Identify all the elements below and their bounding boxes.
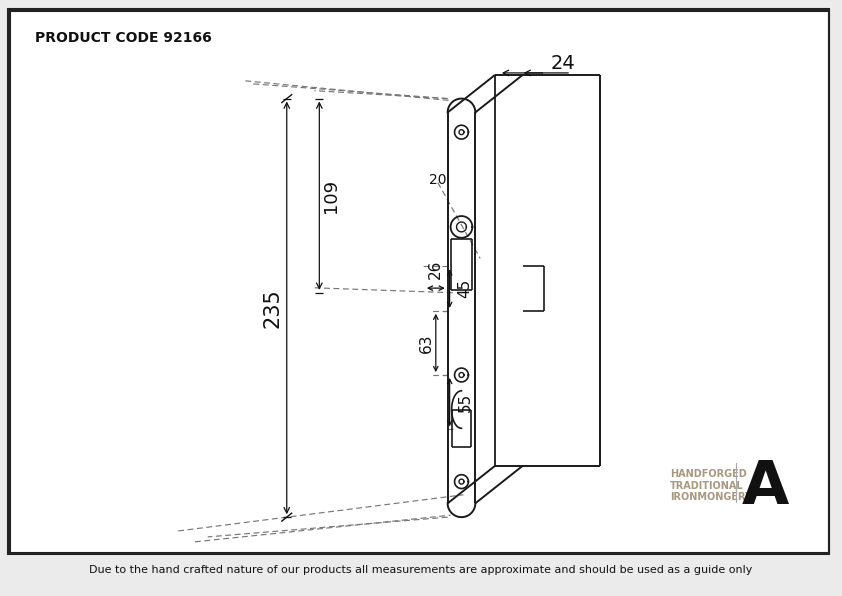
Text: PRODUCT CODE 92166: PRODUCT CODE 92166 [35, 32, 212, 45]
Text: TRADITIONAL: TRADITIONAL [669, 480, 743, 491]
Text: IRONMONGERY: IRONMONGERY [669, 492, 752, 502]
Text: 55: 55 [457, 393, 472, 412]
Text: 26: 26 [429, 260, 443, 280]
Text: Due to the hand crafted nature of our products all measurements are approximate : Due to the hand crafted nature of our pr… [89, 566, 753, 576]
Text: 235: 235 [263, 288, 283, 328]
Text: A: A [742, 458, 789, 517]
Text: 109: 109 [322, 179, 340, 213]
Text: 45: 45 [457, 279, 472, 298]
Text: 24: 24 [551, 54, 576, 73]
Text: 63: 63 [418, 333, 434, 353]
Text: HANDFORGED: HANDFORGED [669, 468, 747, 479]
Text: 20: 20 [429, 173, 446, 187]
